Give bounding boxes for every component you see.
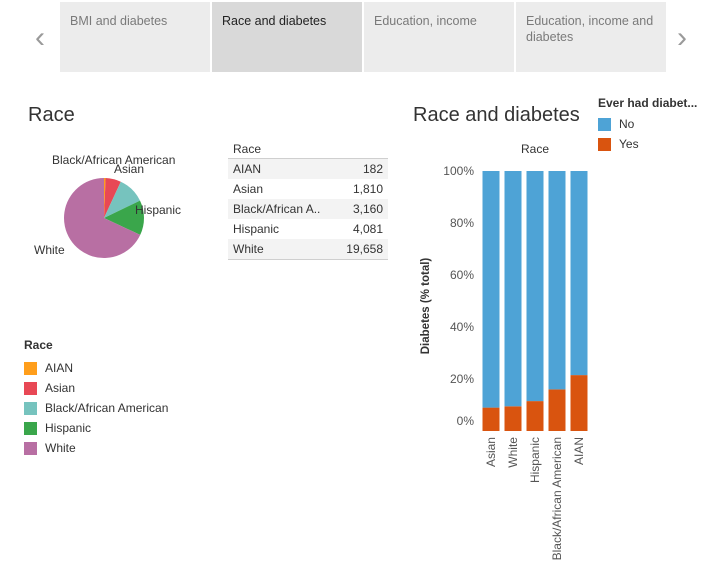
x-tick-label-white: White — [506, 437, 520, 468]
race-table-header: Race — [228, 140, 388, 159]
y-axis-title: Diabetes (% total) — [420, 258, 432, 355]
bar-asian-no[interactable] — [482, 171, 500, 408]
race-color-legend: Race AIAN Asian Black/African American H… — [24, 338, 168, 458]
race-section-title: Race — [28, 104, 75, 126]
legend-item-asian[interactable]: Asian — [24, 378, 168, 398]
legend-label: White — [45, 441, 76, 455]
bar-asian-yes[interactable] — [482, 407, 500, 431]
x-tick-label-aian: AIAN — [572, 437, 586, 465]
legend-swatch — [24, 401, 37, 415]
bar-black-african-american-yes[interactable] — [548, 389, 566, 431]
legend-item-aian[interactable]: AIAN — [24, 358, 168, 378]
row-value: 1,810 — [352, 182, 383, 196]
pie-slice-aian[interactable] — [104, 178, 106, 218]
pie-slice-hispanic[interactable] — [104, 200, 144, 235]
pie-slice-asian[interactable] — [104, 178, 121, 218]
pie-label-asian: Asian — [114, 162, 144, 176]
diabetes-color-legend: Ever had diabet... No Yes — [598, 96, 702, 154]
x-tick-label-black-african-american: Black/African American — [550, 437, 564, 560]
table-row[interactable]: Hispanic 4,081 — [228, 219, 388, 239]
pie-slice-white[interactable] — [64, 178, 141, 258]
legend-item-black[interactable]: Black/African American — [24, 398, 168, 418]
bar-black-african-american-no[interactable] — [548, 171, 566, 390]
chevron-left-icon[interactable]: ‹ — [35, 21, 45, 54]
bar-hispanic-yes[interactable] — [526, 401, 544, 431]
legend-item-hispanic[interactable]: Hispanic — [24, 418, 168, 438]
legend-swatch — [24, 421, 37, 435]
bar-aian-yes[interactable] — [570, 375, 588, 431]
pie-label-white: White — [34, 243, 65, 257]
race-diabetes-section-title: Race and diabetes — [413, 104, 580, 126]
table-row[interactable]: AIAN 182 — [228, 159, 388, 179]
story-tab-education-income[interactable]: Education, income — [364, 2, 514, 72]
y-tick-label: 0% — [457, 414, 475, 428]
y-tick-label: 60% — [450, 268, 474, 282]
chart-column-header: Race — [521, 142, 549, 156]
row-label: White — [233, 242, 264, 256]
legend-swatch — [598, 117, 611, 131]
legend-swatch — [24, 361, 37, 375]
pie-slice-black-african-american[interactable] — [104, 181, 141, 218]
row-value: 3,160 — [352, 202, 383, 216]
legend-label: Yes — [619, 137, 639, 151]
y-tick-label: 40% — [450, 320, 474, 334]
bar-white-yes[interactable] — [504, 406, 522, 431]
row-value: 4,081 — [352, 222, 383, 236]
pie-label-hispanic: Hispanic — [135, 203, 181, 217]
diabetes-legend-title: Ever had diabet... — [598, 96, 698, 110]
table-row[interactable]: White 19,658 — [228, 239, 388, 259]
row-label: Hispanic — [233, 222, 280, 236]
chevron-right-icon[interactable]: › — [677, 21, 687, 54]
bar-aian-no[interactable] — [570, 171, 588, 376]
legend-item-no[interactable]: No — [598, 114, 702, 134]
race-diabetes-stacked-bar-chart: Race Diabetes (% total) 0% 20% 40% 60% 80% 100%… — [412, 134, 602, 574]
bar-hispanic-no[interactable] — [526, 171, 544, 402]
table-row[interactable]: Asian 1,810 — [228, 179, 388, 199]
race-legend-title: Race — [24, 338, 53, 352]
race-pie-chart: Black/African American Asian Hispanic White — [0, 140, 220, 280]
row-label: Asian — [233, 182, 264, 196]
legend-swatch — [598, 137, 611, 151]
x-tick-label-asian: Asian — [484, 437, 498, 467]
row-label: AIAN — [233, 162, 262, 176]
legend-label: Asian — [45, 381, 76, 395]
row-value: 182 — [362, 162, 383, 176]
legend-swatch — [24, 441, 37, 455]
y-tick-label: 20% — [450, 372, 474, 386]
legend-label: AIAN — [45, 361, 74, 375]
row-label: Black/African A.. — [233, 202, 321, 216]
legend-label: Hispanic — [45, 421, 92, 435]
story-tab-education-income-diabetes[interactable]: Education, income and diabetes — [516, 2, 666, 72]
pie-label-black-african-american: Black/African American — [52, 153, 175, 167]
row-value: 19,658 — [346, 242, 383, 256]
legend-item-white[interactable]: White — [24, 438, 168, 458]
bar-white-no[interactable] — [504, 171, 522, 407]
legend-swatch — [24, 381, 37, 395]
legend-item-yes[interactable]: Yes — [598, 134, 702, 154]
story-tab-bmi-and-diabetes[interactable]: BMI and diabetes — [60, 2, 210, 72]
legend-label: Black/African American — [45, 401, 169, 415]
x-tick-label-hispanic: Hispanic — [528, 437, 542, 483]
story-tab-race-and-diabetes[interactable]: Race and diabetes — [212, 2, 362, 72]
table-row[interactable]: Black/African A.. 3,160 — [228, 199, 388, 219]
y-tick-label: 80% — [450, 216, 474, 230]
race-count-table: Race AIAN 182 Asian 1,810 Black/African A.… — [228, 140, 388, 260]
legend-label: No — [619, 117, 635, 131]
y-tick-label: 100% — [443, 164, 474, 178]
stacked-bar-svg: Race Diabetes (% total) 0% 20% 40% 60% 80% 100%… — [420, 142, 588, 560]
story-tabs: BMI and diabetes Race and diabetes Educa… — [60, 2, 666, 72]
